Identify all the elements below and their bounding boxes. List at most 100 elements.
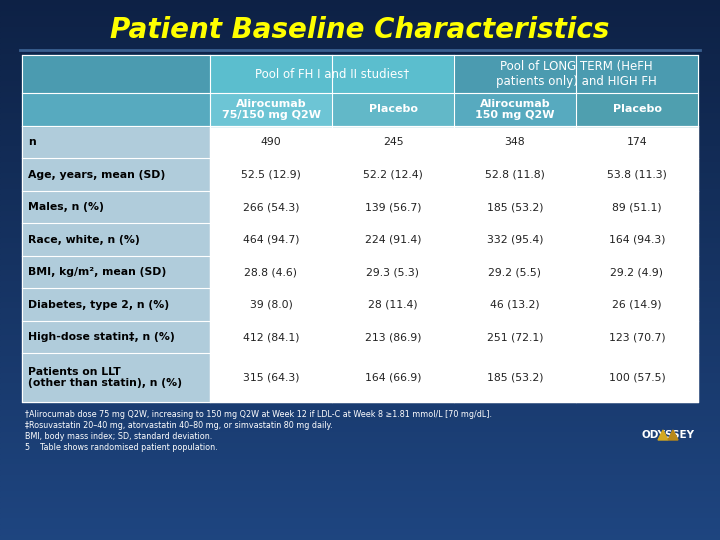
- Bar: [0, 11, 720, 16]
- Bar: [0, 292, 720, 297]
- Bar: [0, 470, 720, 475]
- Text: 315 (64.3): 315 (64.3): [243, 373, 300, 383]
- Bar: [0, 405, 720, 410]
- Bar: [0, 319, 720, 324]
- Bar: [0, 27, 720, 32]
- Bar: [0, 205, 720, 211]
- Text: Diabetes, type 2, n (%): Diabetes, type 2, n (%): [28, 300, 169, 309]
- Bar: [0, 335, 720, 340]
- Bar: [454, 256, 576, 288]
- Text: Alirocumab
150 mg Q2W: Alirocumab 150 mg Q2W: [475, 99, 554, 120]
- Bar: [576, 353, 698, 402]
- Bar: [454, 191, 576, 224]
- Bar: [0, 189, 720, 194]
- Bar: [0, 92, 720, 97]
- Bar: [0, 259, 720, 265]
- Bar: [576, 158, 698, 191]
- Bar: [0, 367, 720, 373]
- Bar: [0, 454, 720, 459]
- Bar: [0, 416, 720, 421]
- Bar: [0, 184, 720, 189]
- Bar: [0, 308, 720, 313]
- Bar: [576, 224, 698, 256]
- Bar: [0, 254, 720, 259]
- Bar: [0, 54, 720, 59]
- Bar: [0, 383, 720, 389]
- Bar: [0, 211, 720, 216]
- Text: Patients on LLT
(other than statin), n (%): Patients on LLT (other than statin), n (…: [28, 367, 182, 388]
- Text: BMI, body mass index; SD, standard deviation.: BMI, body mass index; SD, standard devia…: [25, 432, 212, 441]
- Bar: [454, 224, 576, 256]
- Bar: [332, 158, 454, 191]
- Bar: [0, 173, 720, 178]
- Text: Placebo: Placebo: [613, 105, 662, 114]
- Bar: [0, 459, 720, 464]
- Bar: [0, 130, 720, 135]
- Bar: [0, 297, 720, 302]
- Bar: [0, 200, 720, 205]
- Text: 139 (56.7): 139 (56.7): [365, 202, 421, 212]
- Text: 266 (54.3): 266 (54.3): [243, 202, 300, 212]
- Text: 39 (8.0): 39 (8.0): [250, 300, 292, 309]
- Bar: [0, 302, 720, 308]
- Text: 213 (86.9): 213 (86.9): [365, 332, 421, 342]
- Bar: [22, 288, 210, 321]
- Text: 251 (72.1): 251 (72.1): [487, 332, 544, 342]
- Bar: [454, 93, 576, 126]
- Text: 164 (94.3): 164 (94.3): [608, 235, 665, 245]
- Bar: [0, 167, 720, 173]
- Bar: [0, 194, 720, 200]
- Bar: [22, 224, 210, 256]
- Bar: [576, 93, 698, 126]
- Text: 123 (70.7): 123 (70.7): [608, 332, 665, 342]
- Bar: [576, 256, 698, 288]
- Bar: [0, 432, 720, 437]
- Bar: [332, 256, 454, 288]
- Text: Placebo: Placebo: [369, 105, 418, 114]
- Text: Males, n (%): Males, n (%): [28, 202, 104, 212]
- Bar: [0, 275, 720, 281]
- Bar: [0, 324, 720, 329]
- Bar: [0, 0, 720, 5]
- Text: 52.5 (12.9): 52.5 (12.9): [241, 170, 301, 180]
- Bar: [0, 421, 720, 427]
- Bar: [0, 216, 720, 221]
- Text: ODYSSEY: ODYSSEY: [642, 430, 695, 440]
- Bar: [210, 353, 332, 402]
- Text: 28.8 (4.6): 28.8 (4.6): [245, 267, 297, 277]
- Text: 348: 348: [505, 137, 526, 147]
- Text: 26 (14.9): 26 (14.9): [612, 300, 662, 309]
- Bar: [210, 288, 332, 321]
- Text: 464 (94.7): 464 (94.7): [243, 235, 300, 245]
- Bar: [0, 227, 720, 232]
- Bar: [0, 389, 720, 394]
- Bar: [0, 135, 720, 140]
- Text: 490: 490: [261, 137, 282, 147]
- Bar: [22, 126, 210, 158]
- Bar: [332, 126, 454, 158]
- Bar: [0, 481, 720, 486]
- Bar: [0, 238, 720, 243]
- Text: Race, white, n (%): Race, white, n (%): [28, 235, 140, 245]
- Bar: [0, 151, 720, 157]
- Text: 46 (13.2): 46 (13.2): [490, 300, 540, 309]
- Bar: [0, 38, 720, 43]
- Bar: [0, 373, 720, 378]
- Bar: [0, 362, 720, 367]
- Text: BMI, kg/m², mean (SD): BMI, kg/m², mean (SD): [28, 267, 166, 277]
- Bar: [454, 126, 576, 158]
- Bar: [0, 124, 720, 130]
- Bar: [0, 281, 720, 286]
- Bar: [0, 59, 720, 65]
- Bar: [0, 351, 720, 356]
- Bar: [454, 321, 576, 353]
- Polygon shape: [658, 430, 668, 440]
- Bar: [0, 113, 720, 119]
- Text: 28 (11.4): 28 (11.4): [368, 300, 418, 309]
- Text: 52.2 (12.4): 52.2 (12.4): [363, 170, 423, 180]
- Bar: [576, 191, 698, 224]
- Bar: [0, 22, 720, 27]
- Bar: [332, 93, 454, 126]
- Text: 164 (66.9): 164 (66.9): [365, 373, 421, 383]
- Bar: [0, 464, 720, 470]
